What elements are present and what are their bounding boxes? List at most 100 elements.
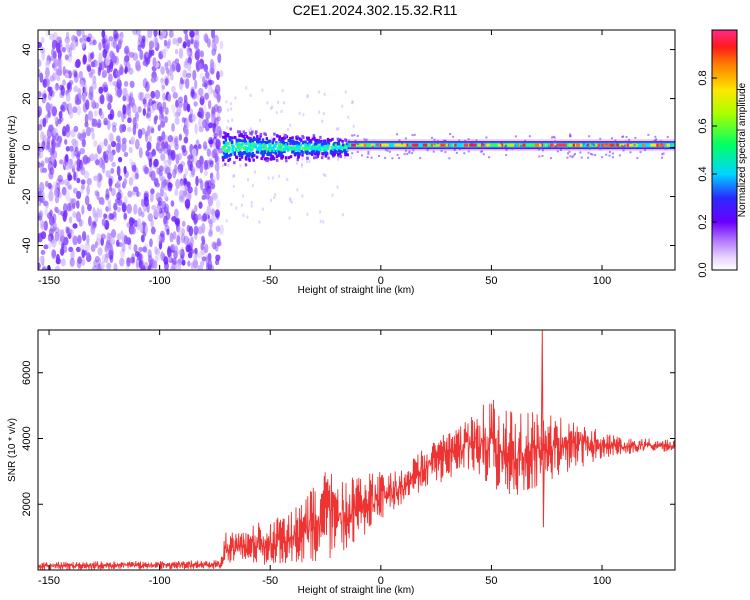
spectrogram-y-tick-label: -20 [21, 189, 33, 205]
spectrogram-cell [264, 133, 267, 137]
spectrogram-cell [211, 149, 216, 159]
spectrogram-cell [142, 108, 147, 116]
spectrogram-cell [310, 152, 314, 156]
spectrogram-line-cell [463, 143, 469, 147]
spectrogram-cell [104, 243, 110, 251]
spectrogram-line-cell [594, 143, 598, 147]
spectrogram-line-cell [359, 143, 367, 147]
snr-x-tick-label: 0 [378, 575, 384, 587]
spectrogram-cell [101, 198, 105, 206]
spectrogram-cell [58, 179, 65, 185]
spectrogram-cell [114, 32, 120, 39]
spectrogram-cell [65, 31, 70, 40]
spectrogram-cell [408, 150, 411, 153]
spectrogram-cell [332, 146, 335, 150]
spectrogram-line-cell [526, 143, 533, 147]
spectrogram-cell [194, 41, 200, 49]
spectrogram-cell [323, 151, 326, 155]
spectrogram-cell [401, 142, 404, 145]
spectrogram-cell [132, 116, 137, 127]
spectrogram-cell [213, 132, 218, 139]
spectrogram-cell [258, 146, 261, 150]
spectrogram-cell [116, 165, 121, 177]
spectrogram-cell [210, 30, 215, 39]
spectrogram-cell [85, 156, 91, 164]
spectrogram-cell [295, 137, 298, 141]
spectrogram-cell [192, 69, 197, 81]
spectrogram-cell [76, 30, 82, 37]
spectrogram-cell [221, 155, 225, 159]
spectrogram-cell [284, 134, 287, 138]
spectrogram-cell [45, 60, 50, 66]
spectrogram-cell [321, 152, 324, 156]
spectrogram-cell [511, 147, 514, 150]
spectrogram-cell [654, 135, 657, 138]
spectrogram-cell [208, 231, 213, 238]
spectrogram-cell [524, 139, 527, 142]
spectrogram-line-cell [674, 143, 675, 147]
spectrogram-cell [183, 94, 188, 103]
spectrogram-cell [183, 235, 189, 246]
spectrogram-line-cell [486, 143, 491, 147]
spectrogram-cell [106, 92, 110, 102]
spectrogram-cell [267, 150, 270, 154]
spectrogram-cell [286, 148, 290, 152]
spectrogram-cell [69, 145, 74, 152]
spectrogram-cell [276, 134, 279, 138]
spectrogram-cell [171, 123, 175, 132]
spectrogram-cell [99, 111, 105, 120]
spectrogram-cell [57, 174, 63, 183]
spectrogram-cell [398, 157, 401, 160]
spectrogram-cell [104, 43, 110, 50]
spectrogram-cell [453, 149, 456, 152]
spectrogram-cell [201, 256, 207, 262]
spectrogram-cell [74, 146, 79, 153]
spectrogram-cell [199, 179, 204, 191]
spectrogram-cell [190, 248, 195, 255]
spectrogram-cell [251, 184, 254, 188]
spectrogram-cell [77, 132, 82, 140]
spectrogram-cell [94, 255, 100, 263]
spectrogram-cell [55, 253, 61, 265]
spectrogram-cell [180, 248, 185, 260]
spectrogram-cell [158, 200, 162, 207]
spectrogram-cell [223, 154, 227, 158]
spectrogram-cell [123, 195, 128, 205]
spectrogram-cell [655, 138, 658, 141]
spectrogram-cell [84, 113, 89, 125]
spectrogram-cell [112, 81, 118, 87]
spectrogram-cell [178, 133, 183, 141]
spectrogram-cell [214, 84, 221, 95]
spectrogram-cell [96, 122, 102, 129]
spectrogram-cell [148, 40, 154, 49]
spectrogram-cell [301, 194, 304, 198]
spectrogram-cell [282, 141, 286, 145]
spectrogram-cell [95, 159, 100, 166]
spectrogram-cell [283, 136, 287, 140]
snr-y-tick-label: 2000 [21, 492, 33, 516]
spectrogram-cell [141, 127, 146, 135]
spectrogram-y-axis-title: Frequency (Hz) [7, 116, 18, 185]
spectrogram-cell [310, 150, 314, 154]
spectrogram-cell [150, 226, 156, 235]
spectrogram-cell [337, 152, 340, 156]
spectrogram-cell [112, 125, 117, 133]
spectrogram-cell [103, 138, 108, 147]
spectrogram-cell [319, 219, 322, 223]
spectrogram-cell [463, 152, 466, 155]
spectrogram-cell [252, 158, 255, 162]
spectrogram-cell [92, 39, 97, 46]
spectrogram-cell [312, 134, 316, 138]
spectrogram-cell [610, 137, 613, 140]
spectrogram-cell [298, 147, 301, 151]
spectrogram-cell [232, 184, 235, 188]
spectrogram-cell [480, 150, 483, 153]
spectrogram-cell [98, 52, 103, 63]
spectrogram-cell [246, 154, 249, 158]
spectrogram-cell [233, 161, 236, 165]
spectrogram-cell [107, 93, 113, 104]
spectrogram-cell [197, 213, 202, 221]
spectrogram-cell [261, 153, 265, 157]
spectrogram-cell [216, 116, 221, 122]
spectrogram-cell [107, 199, 112, 210]
